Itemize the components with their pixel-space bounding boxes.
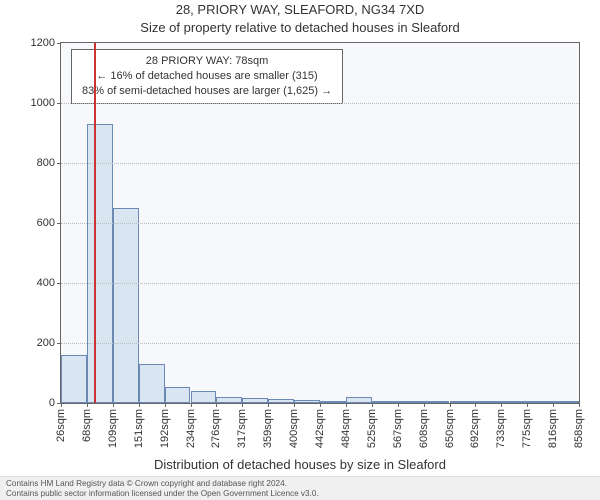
- annotation-line-1: 28 PRIORY WAY: 78sqm: [82, 54, 332, 69]
- y-tick-mark: [57, 343, 61, 344]
- x-tick-label: 151sqm: [133, 409, 145, 448]
- x-tick-label: 317sqm: [236, 409, 248, 448]
- histogram-bar: [294, 400, 320, 403]
- x-tick-mark: [294, 403, 295, 407]
- histogram-bar: [268, 399, 294, 403]
- histogram-bar: [113, 208, 139, 403]
- histogram-bar: [372, 401, 398, 403]
- x-tick-label: 26sqm: [55, 409, 67, 442]
- x-tick-label: 484sqm: [340, 409, 352, 448]
- x-tick-label: 775sqm: [521, 409, 533, 448]
- x-tick-mark: [346, 403, 347, 407]
- x-tick-mark: [320, 403, 321, 407]
- histogram-bar: [475, 401, 501, 403]
- histogram-bar: [450, 401, 476, 403]
- gridline: [61, 223, 579, 224]
- x-tick-mark: [139, 403, 140, 407]
- histogram-bar: [346, 397, 372, 403]
- y-tick-label: 200: [37, 337, 55, 349]
- chart-title-description: Size of property relative to detached ho…: [0, 20, 600, 35]
- x-tick-mark: [61, 403, 62, 407]
- x-tick-label: 858sqm: [573, 409, 585, 448]
- y-tick-label: 400: [37, 277, 55, 289]
- x-tick-label: 650sqm: [444, 409, 456, 448]
- x-tick-label: 276sqm: [210, 409, 222, 448]
- x-tick-mark: [87, 403, 88, 407]
- histogram-bar: [139, 364, 165, 403]
- histogram-bar: [165, 387, 191, 404]
- x-tick-label: 525sqm: [366, 409, 378, 448]
- x-tick-mark: [165, 403, 166, 407]
- x-tick-mark: [450, 403, 451, 407]
- x-tick-label: 608sqm: [418, 409, 430, 448]
- histogram-bar: [87, 124, 113, 403]
- gridline: [61, 103, 579, 104]
- x-tick-mark: [268, 403, 269, 407]
- x-tick-label: 816sqm: [547, 409, 559, 448]
- x-tick-mark: [501, 403, 502, 407]
- annotation-line-2: ← 16% of detached houses are smaller (31…: [82, 69, 332, 84]
- histogram-bar: [424, 401, 450, 403]
- x-tick-mark: [372, 403, 373, 407]
- attribution-footer: Contains HM Land Registry data © Crown c…: [0, 476, 600, 500]
- histogram-bar: [553, 401, 579, 403]
- x-tick-mark: [475, 403, 476, 407]
- x-tick-mark: [191, 403, 192, 407]
- property-size-chart: 28, PRIORY WAY, SLEAFORD, NG34 7XD Size …: [0, 0, 600, 500]
- subject-property-marker: [94, 43, 96, 403]
- annotation-line-3: 83% of semi-detached houses are larger (…: [82, 84, 332, 99]
- y-tick-label: 600: [37, 217, 55, 229]
- y-tick-mark: [57, 163, 61, 164]
- histogram-bar: [61, 355, 87, 403]
- x-tick-label: 192sqm: [159, 409, 171, 448]
- gridline: [61, 343, 579, 344]
- x-tick-mark: [553, 403, 554, 407]
- footer-line-1: Contains HM Land Registry data © Crown c…: [6, 479, 594, 489]
- x-tick-mark: [579, 403, 580, 407]
- x-tick-label: 109sqm: [107, 409, 119, 448]
- y-tick-label: 1200: [31, 37, 55, 49]
- x-tick-label: 400sqm: [288, 409, 300, 448]
- footer-line-2: Contains public sector information licen…: [6, 489, 594, 499]
- x-tick-label: 692sqm: [469, 409, 481, 448]
- annotation-box: 28 PRIORY WAY: 78sqm ← 16% of detached h…: [71, 49, 343, 104]
- x-tick-label: 733sqm: [495, 409, 507, 448]
- x-tick-mark: [113, 403, 114, 407]
- x-tick-mark: [398, 403, 399, 407]
- x-tick-label: 567sqm: [392, 409, 404, 448]
- histogram-bar: [398, 401, 424, 403]
- x-tick-label: 234sqm: [185, 409, 197, 448]
- x-tick-label: 442sqm: [314, 409, 326, 448]
- y-tick-mark: [57, 103, 61, 104]
- histogram-bar: [216, 397, 242, 403]
- histogram-bar: [191, 391, 217, 403]
- gridline: [61, 163, 579, 164]
- chart-title-address: 28, PRIORY WAY, SLEAFORD, NG34 7XD: [0, 2, 600, 17]
- plot-area: 28 PRIORY WAY: 78sqm ← 16% of detached h…: [60, 42, 580, 404]
- y-tick-mark: [57, 283, 61, 284]
- histogram-bar: [527, 401, 553, 403]
- x-tick-mark: [424, 403, 425, 407]
- y-tick-mark: [57, 223, 61, 224]
- y-tick-label: 1000: [31, 97, 55, 109]
- x-tick-mark: [216, 403, 217, 407]
- gridline: [61, 283, 579, 284]
- y-tick-mark: [57, 43, 61, 44]
- x-tick-mark: [242, 403, 243, 407]
- histogram-bar: [242, 398, 268, 403]
- y-tick-label: 800: [37, 157, 55, 169]
- x-axis-label: Distribution of detached houses by size …: [0, 457, 600, 472]
- histogram-bar: [501, 401, 527, 403]
- x-tick-mark: [527, 403, 528, 407]
- y-tick-label: 0: [49, 397, 55, 409]
- x-tick-label: 68sqm: [81, 409, 93, 442]
- x-tick-label: 359sqm: [262, 409, 274, 448]
- histogram-bar: [320, 401, 346, 403]
